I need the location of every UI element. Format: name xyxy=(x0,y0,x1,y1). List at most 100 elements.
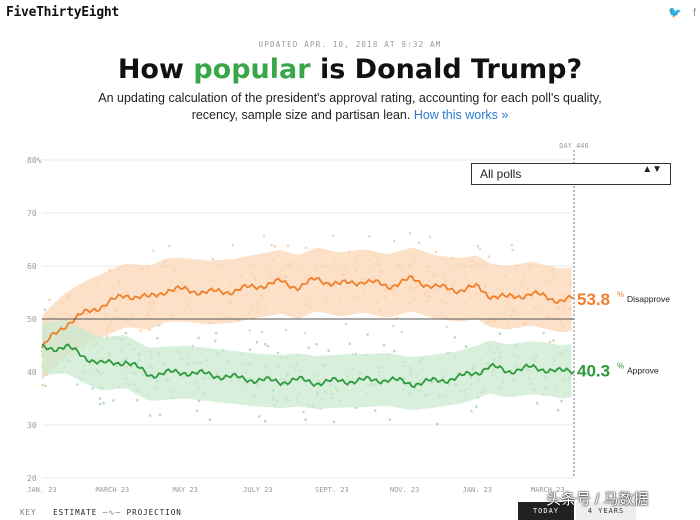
poll-dot xyxy=(548,340,552,344)
poll-dot xyxy=(392,324,395,328)
page-title: How popular is Donald Trump? xyxy=(0,54,700,85)
x-tick-label: MARCH 23 xyxy=(531,486,565,494)
end-value-disapprove: 53.8 xyxy=(577,290,610,309)
chart-axes: 20 30 40 50 60 70 80% JAN. 23 MARCH 23 MAY 23 JULY… xyxy=(27,142,589,494)
x-tick-label: NOV. 23 xyxy=(390,486,420,494)
poll-dot xyxy=(266,344,270,348)
poll-dot xyxy=(374,409,377,412)
poll-dot xyxy=(260,330,264,334)
line-disapprove xyxy=(41,275,575,349)
poll-dot xyxy=(408,231,412,235)
poll-dot xyxy=(276,351,280,355)
end-value-approve: 40.3 xyxy=(577,361,610,380)
poll-dot xyxy=(255,340,259,344)
poll-dot xyxy=(327,349,330,353)
poll-dot xyxy=(152,249,155,252)
poll-dot xyxy=(148,328,151,332)
poll-dot xyxy=(195,409,199,413)
poll-dot xyxy=(436,422,439,426)
poll-dot xyxy=(111,399,115,402)
key-label: KEY xyxy=(20,508,37,517)
select-arrows-icon: ▲▼ xyxy=(642,164,662,175)
title-pre: How xyxy=(117,54,194,85)
poll-dot xyxy=(98,402,102,406)
poll-dot xyxy=(368,235,371,238)
poll-dot xyxy=(284,328,288,332)
poll-filter-select[interactable]: All polls ▲▼ xyxy=(471,163,671,185)
end-percent-approve: % xyxy=(617,361,624,370)
poll-dot xyxy=(91,387,94,390)
poll-dot xyxy=(248,348,252,351)
poll-dot xyxy=(393,349,396,353)
key-estimate: ESTIMATE xyxy=(53,508,98,517)
title-post: is Donald Trump? xyxy=(310,54,583,85)
facebook-icon[interactable]: f xyxy=(692,7,696,19)
poll-dot xyxy=(257,415,261,418)
how-this-works-link[interactable]: How this works » xyxy=(413,108,509,122)
poll-dot xyxy=(382,344,386,347)
twitter-icon[interactable]: 🐦 xyxy=(668,7,682,19)
poll-dot xyxy=(388,418,392,421)
poll-dot xyxy=(262,234,266,237)
poll-dot xyxy=(286,244,290,248)
poll-dot xyxy=(445,325,449,329)
y-tick-label: 70 xyxy=(27,209,37,218)
watermark: 头条号 / 马数据 xyxy=(546,491,649,508)
poll-dot xyxy=(510,243,514,247)
poll-dot xyxy=(478,247,482,251)
today-marker-label: DAY 446 xyxy=(559,142,589,150)
poll-dot xyxy=(41,383,44,387)
poll-dot xyxy=(552,339,555,342)
poll-dot xyxy=(393,239,396,243)
y-tick-label: 60 xyxy=(27,262,37,271)
poll-dot xyxy=(535,402,539,405)
poll-dot xyxy=(197,336,200,340)
poll-dot xyxy=(556,408,560,412)
poll-dot xyxy=(344,322,348,326)
updated-timestamp: UPDATED APR. 10, 2018 AT 9:32 AM xyxy=(258,40,442,49)
poll-dot xyxy=(139,329,142,332)
poll-dot xyxy=(263,342,267,346)
y-tick-label: 20 xyxy=(27,474,37,483)
y-tick-label: 80% xyxy=(27,156,42,165)
end-name-approve: Approve xyxy=(627,365,659,375)
poll-dot xyxy=(98,397,102,400)
poll-dot xyxy=(315,342,318,346)
poll-dot xyxy=(400,330,404,334)
key-projection: PROJECTION xyxy=(126,508,182,517)
poll-dot xyxy=(211,257,215,261)
four-years-button[interactable]: 4 YEARS xyxy=(576,502,636,520)
poll-dot xyxy=(304,418,307,422)
social-links: 🐦 f xyxy=(660,6,696,19)
poll-dot xyxy=(44,384,47,388)
poll-dot xyxy=(197,399,201,403)
end-name-disapprove: Disapprove xyxy=(627,294,670,304)
subtitle-text: An updating calculation of the president… xyxy=(98,91,602,122)
poll-dot xyxy=(264,420,267,423)
x-tick-label: JAN. 23 xyxy=(463,486,493,494)
key-line-icon: ─∿─ xyxy=(102,508,122,517)
page-subtitle: An updating calculation of the president… xyxy=(90,90,610,124)
poll-dot xyxy=(332,420,336,424)
x-tick-label: SEPT. 23 xyxy=(315,486,349,494)
site-logo[interactable]: FiveThirtyEight xyxy=(6,5,119,20)
poll-dot xyxy=(48,298,51,302)
poll-dot xyxy=(511,248,514,252)
poll-dot xyxy=(214,331,218,335)
poll-dot xyxy=(428,235,432,239)
x-tick-label: JAN. 23 xyxy=(27,486,57,494)
poll-dot xyxy=(560,399,563,403)
poll-filter-value: All polls xyxy=(480,167,522,181)
y-tick-label: 30 xyxy=(27,421,37,430)
poll-dot xyxy=(453,336,457,339)
poll-dot xyxy=(366,333,369,336)
poll-dot xyxy=(167,244,171,248)
today-button[interactable]: TODAY xyxy=(518,502,574,520)
poll-dot xyxy=(158,413,162,417)
title-highlight: popular xyxy=(193,54,311,85)
poll-dot xyxy=(273,245,277,248)
poll-dot xyxy=(304,246,308,250)
poll-dot xyxy=(148,414,152,417)
